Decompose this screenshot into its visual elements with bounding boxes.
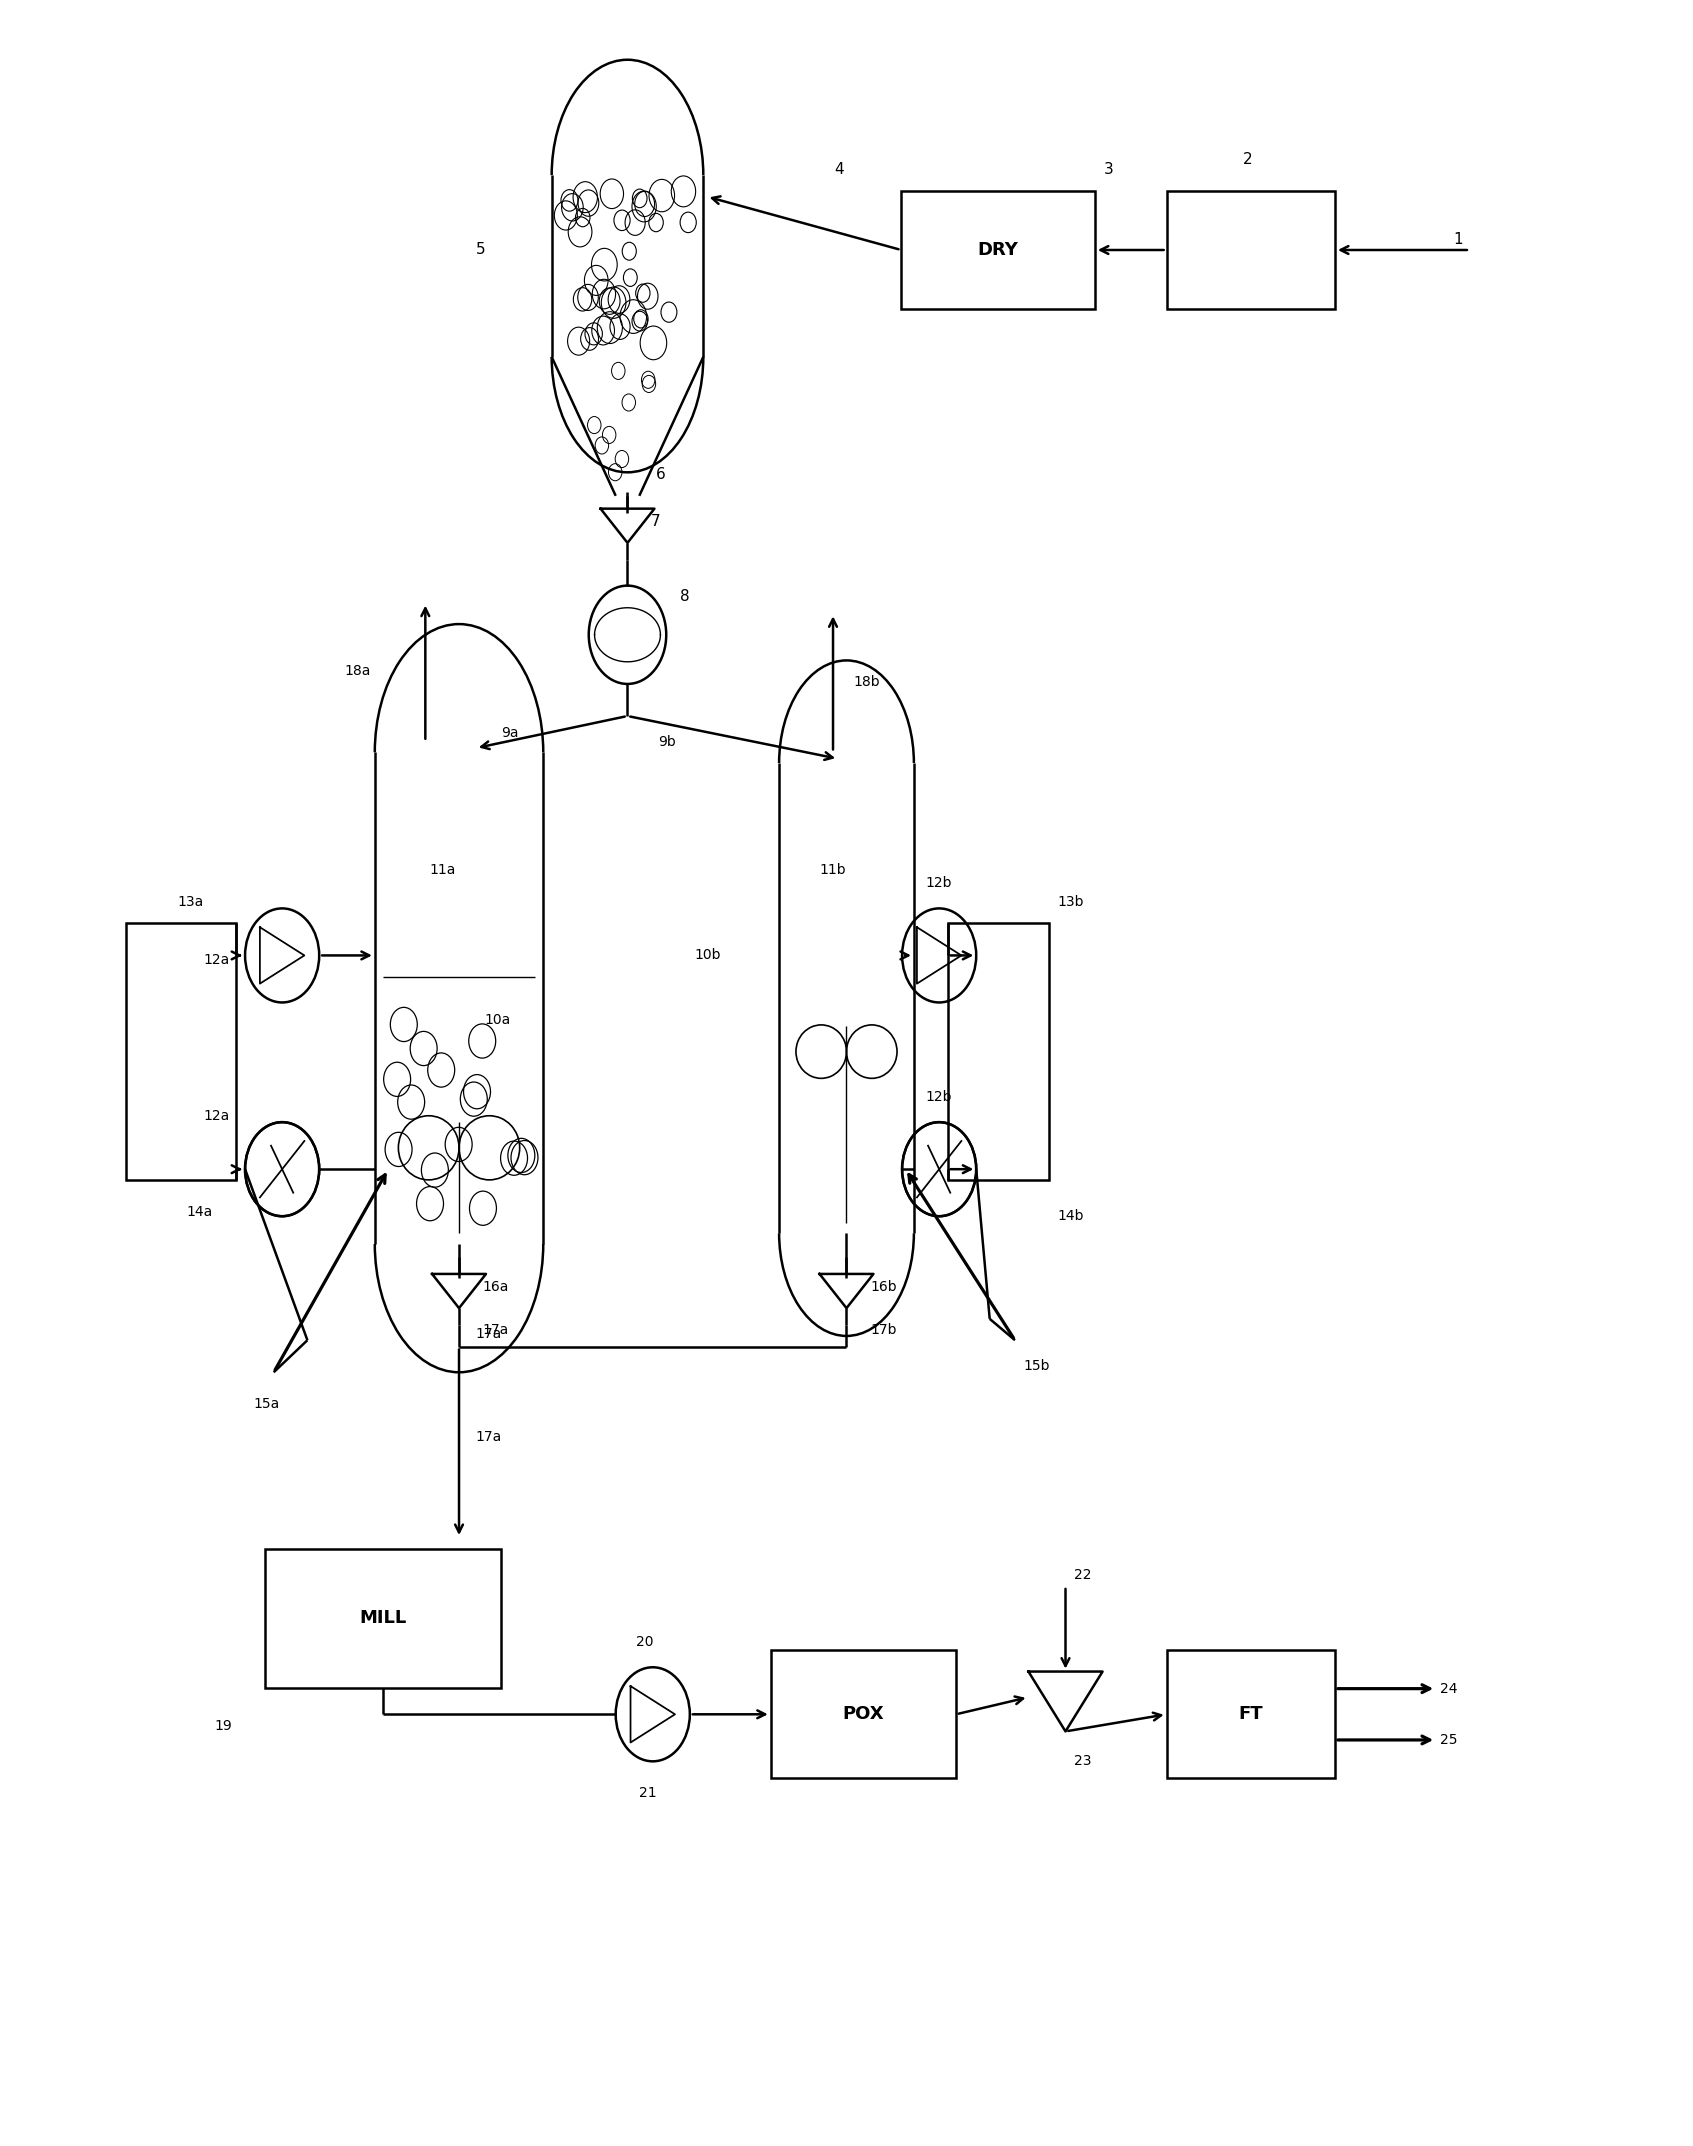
- Text: 15a: 15a: [254, 1397, 279, 1412]
- Text: 12a: 12a: [203, 1109, 229, 1122]
- Text: 14b: 14b: [1056, 1208, 1084, 1223]
- Text: 1: 1: [1453, 232, 1463, 247]
- Text: 11a: 11a: [428, 863, 455, 878]
- Text: 12b: 12b: [926, 1090, 951, 1103]
- Text: 20: 20: [637, 1635, 653, 1648]
- Text: 18a: 18a: [344, 663, 371, 678]
- Text: 15b: 15b: [1023, 1358, 1050, 1373]
- Text: 14a: 14a: [186, 1204, 212, 1219]
- Text: 9b: 9b: [659, 734, 676, 749]
- Text: 3: 3: [1104, 163, 1114, 178]
- Text: 7: 7: [652, 515, 660, 528]
- Text: 11b: 11b: [819, 863, 846, 878]
- Text: 13b: 13b: [1056, 895, 1084, 910]
- Text: 6: 6: [657, 468, 665, 483]
- Text: 12a: 12a: [203, 953, 229, 966]
- Bar: [901, 191, 1095, 309]
- Text: 21: 21: [640, 1785, 657, 1800]
- Text: 16b: 16b: [870, 1279, 897, 1294]
- Bar: [1166, 191, 1336, 309]
- Text: 17a: 17a: [476, 1326, 503, 1341]
- Text: 12b: 12b: [926, 876, 951, 891]
- Bar: [948, 923, 1048, 1180]
- Text: 16a: 16a: [483, 1279, 510, 1294]
- Text: 17a: 17a: [476, 1429, 503, 1444]
- Text: 13a: 13a: [178, 895, 203, 910]
- Text: 22: 22: [1073, 1569, 1092, 1582]
- Text: MILL: MILL: [359, 1610, 406, 1627]
- Text: 23: 23: [1073, 1753, 1092, 1768]
- Bar: [127, 923, 235, 1180]
- Text: DRY: DRY: [977, 240, 1019, 260]
- Text: 5: 5: [476, 242, 486, 258]
- Text: 17b: 17b: [870, 1322, 897, 1337]
- Text: 10b: 10b: [694, 949, 721, 961]
- Bar: [266, 1549, 501, 1687]
- Text: 17a: 17a: [483, 1322, 510, 1337]
- Text: 4: 4: [835, 163, 843, 178]
- Text: 10a: 10a: [484, 1013, 511, 1026]
- Text: 2: 2: [1243, 152, 1253, 167]
- Text: 25: 25: [1439, 1734, 1458, 1747]
- Bar: [770, 1650, 957, 1779]
- Text: 19: 19: [215, 1719, 232, 1734]
- Text: 18b: 18b: [853, 674, 880, 689]
- Text: 24: 24: [1439, 1682, 1458, 1695]
- Text: 8: 8: [679, 588, 689, 603]
- Bar: [1166, 1650, 1336, 1779]
- Text: POX: POX: [843, 1706, 884, 1723]
- Text: 9a: 9a: [501, 725, 518, 740]
- Text: FT: FT: [1239, 1706, 1263, 1723]
